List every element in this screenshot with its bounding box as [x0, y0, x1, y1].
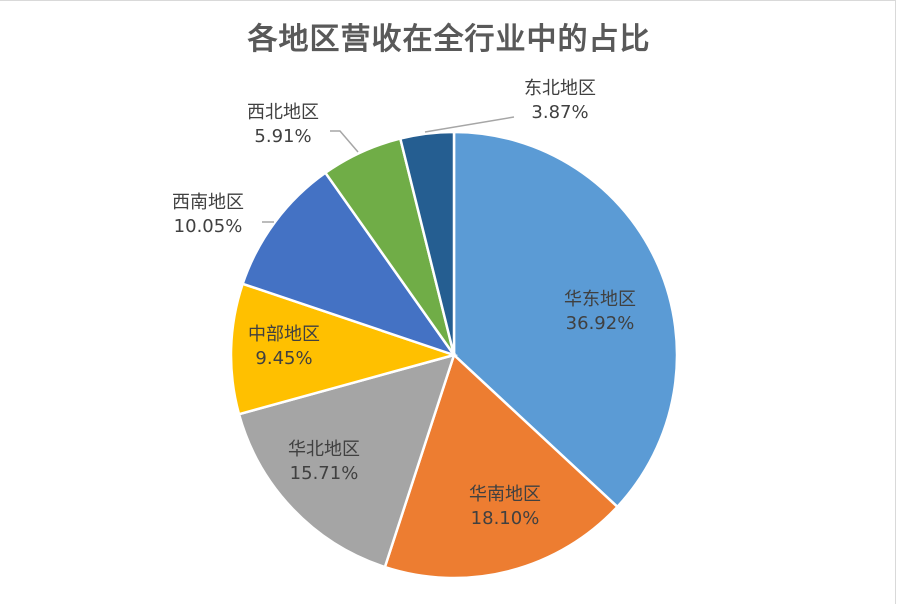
pie-slice-1: [383, 352, 620, 580]
slice-value-label-0: 36.92%: [566, 313, 635, 334]
pie-slice-6: [398, 130, 456, 356]
slice-value-label-6: 3.87%: [531, 102, 588, 123]
pie-slice-2: [237, 353, 456, 569]
slice-category-label-1: 华南地区: [469, 484, 541, 505]
pie-slice-4: [241, 171, 458, 358]
slice-value-label-2: 15.71%: [290, 463, 359, 484]
leader-line-5: [330, 130, 359, 153]
chart-title: 各地区营收在全行业中的占比: [247, 22, 651, 57]
slice-value-label-4: 10.05%: [174, 216, 243, 237]
pie-slice-3: [229, 282, 459, 416]
slice-category-label-2: 华北地区: [288, 439, 360, 460]
slice-category-label-4: 西南地区: [172, 192, 244, 213]
slice-category-label-3: 中部地区: [248, 324, 320, 345]
slice-value-label-1: 18.10%: [471, 508, 540, 529]
slice-value-label-3: 9.45%: [255, 348, 312, 369]
slice-category-label-5: 西北地区: [247, 102, 319, 123]
leader-line-6: [424, 116, 515, 133]
slice-category-label-0: 华东地区: [564, 289, 636, 310]
slice-value-label-5: 5.91%: [254, 126, 311, 147]
slice-category-label-6: 东北地区: [524, 78, 596, 99]
pie-slice-0: [452, 130, 679, 509]
